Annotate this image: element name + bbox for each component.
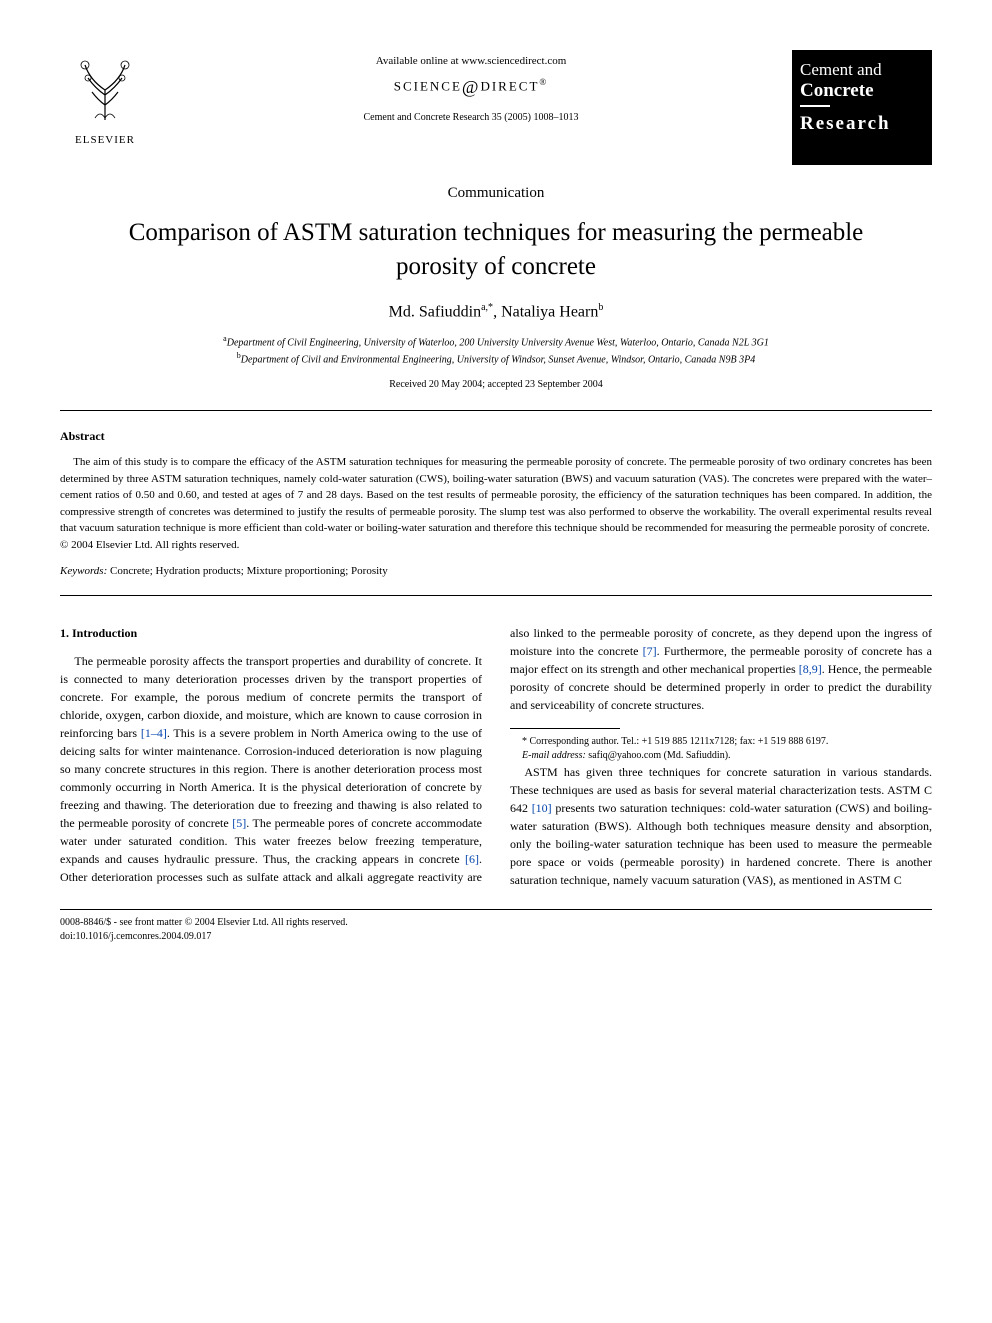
intro-paragraph-2: ASTM has given three techniques for conc…: [510, 763, 932, 889]
journal-logo-line3: Research: [800, 113, 924, 136]
abstract-text: The aim of this study is to compare the …: [60, 454, 932, 537]
footnote-block: * Corresponding author. Tel.: +1 519 885…: [510, 728, 932, 763]
publisher-name: ELSEVIER: [60, 134, 150, 146]
citation-7[interactable]: [7]: [643, 644, 657, 658]
sciencedirect-logo: SCIENCE@DIRECT®: [150, 77, 792, 98]
header-center: Available online at www.sciencedirect.co…: [150, 50, 792, 123]
citation-8-9[interactable]: [8,9]: [799, 662, 822, 676]
article-type: Communication: [60, 185, 932, 202]
keywords-text: Concrete; Hydration products; Mixture pr…: [107, 565, 387, 577]
affiliations: aDepartment of Civil Engineering, Univer…: [60, 333, 932, 368]
author-2-sup: b: [598, 302, 603, 313]
authors: Md. Safiuddina,*, Nataliya Hearnb: [60, 302, 932, 321]
author-2: Nataliya Hearn: [501, 303, 598, 320]
author-1-sup: a,*: [481, 302, 493, 313]
abstract-copyright: © 2004 Elsevier Ltd. All rights reserved…: [60, 539, 932, 551]
keywords-label: Keywords:: [60, 565, 107, 577]
corresponding-author-note: * Corresponding author. Tel.: +1 519 885…: [510, 735, 932, 749]
affiliation-a: Department of Civil Engineering, Univers…: [227, 337, 769, 348]
publisher-logo-block: ELSEVIER: [60, 50, 150, 146]
article-dates: Received 20 May 2004; accepted 23 Septem…: [60, 379, 932, 390]
citation-6[interactable]: [6]: [465, 852, 479, 866]
front-matter-line: 0008-8846/$ - see front matter © 2004 El…: [60, 916, 932, 930]
email-note: E-mail address: safiq@yahoo.com (Md. Saf…: [510, 749, 932, 763]
citation-1-4[interactable]: [1–4]: [141, 726, 167, 740]
email-value: safiq@yahoo.com (Md. Safiuddin).: [586, 750, 731, 761]
footnote-rule: [510, 728, 620, 729]
sd-text-2: DIRECT: [480, 78, 539, 93]
rule-below-abstract: [60, 595, 932, 596]
doi-line: doi:10.1016/j.cemconres.2004.09.017: [60, 930, 932, 944]
available-online: Available online at www.sciencedirect.co…: [150, 55, 792, 67]
keywords: Keywords: Concrete; Hydration products; …: [60, 565, 932, 577]
footer-rule: [60, 909, 932, 910]
author-1: Md. Safiuddin: [389, 303, 481, 320]
body-columns: 1. Introduction The permeable porosity a…: [60, 624, 932, 889]
citation-10[interactable]: [10]: [532, 801, 552, 815]
abstract-heading: Abstract: [60, 429, 932, 444]
elsevier-tree-icon: [70, 50, 140, 125]
journal-logo-line1: Cement and: [800, 60, 924, 80]
sd-text-1: SCIENCE: [394, 78, 462, 93]
section-1-heading: 1. Introduction: [60, 624, 482, 642]
paper-title: Comparison of ASTM saturation techniques…: [60, 216, 932, 284]
journal-reference: Cement and Concrete Research 35 (2005) 1…: [150, 112, 792, 123]
journal-logo-line2: Concrete: [800, 80, 924, 103]
affiliation-b: Department of Civil and Environmental En…: [241, 354, 755, 365]
journal-cover-logo: Cement and Concrete Research: [792, 50, 932, 165]
email-label: E-mail address:: [522, 750, 586, 761]
citation-5[interactable]: [5]: [232, 816, 246, 830]
page-header: ELSEVIER Available online at www.science…: [60, 50, 932, 165]
rule-above-abstract: [60, 410, 932, 411]
